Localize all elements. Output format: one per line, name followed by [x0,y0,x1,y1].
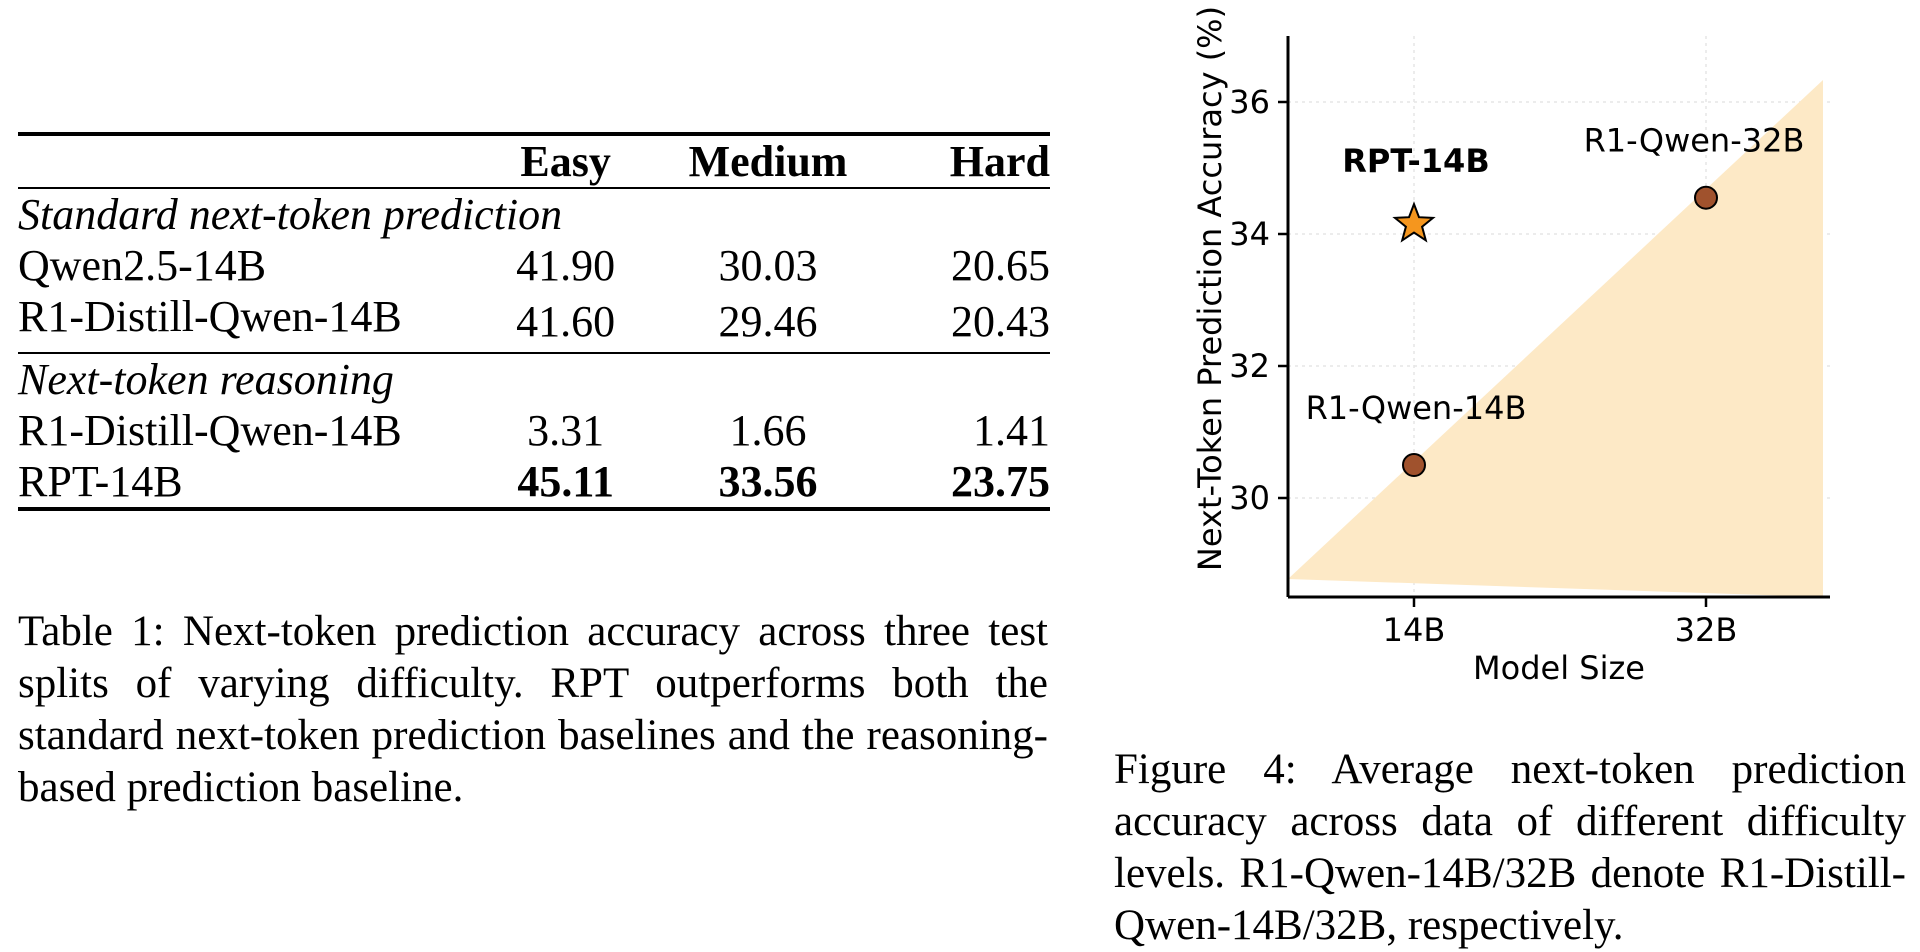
x-tick-label: 32B [1675,611,1738,649]
header-hard: Hard [949,137,1050,186]
cell-medium: 33.56 [718,457,818,507]
points-layer: RPT-14B R1-Qwen-14B R1-Qwen-32B [1306,122,1805,477]
cell-easy: 45.11 [517,457,614,507]
y-tick-label: 34 [1229,215,1270,253]
x-tick-label: 14B [1383,611,1446,649]
section-row-reasoning: Next-token reasoning [18,353,1050,405]
data-point-label: R1-Qwen-32B [1584,122,1805,160]
accuracy-scatter-chart: 30 32 34 36 14B 32B RPT-14B R1-Qwen-14B R1-Qwe… [1191,6,1830,687]
x-ticks: 14B 32B [1383,597,1738,649]
data-point-circle [1402,453,1426,477]
cell-easy: 41.60 [516,297,616,347]
cell-hard: 1.41 [973,406,1050,456]
y-ticks: 30 32 34 36 [1229,83,1288,517]
y-tick-label: 36 [1229,83,1270,121]
header-easy: Easy [520,137,611,186]
cell-easy: 3.31 [527,406,605,456]
cell-medium: 30.03 [718,241,818,291]
table-row: Qwen2.5-14B 41.90 30.03 20.65 [18,240,1050,291]
cell-model: R1-Distill-Qwen-14B [18,406,402,456]
table-header-row: Easy Medium Hard [18,134,1050,189]
section-title-reasoning: Next-token reasoning [18,355,394,405]
y-axis-label: Next-Token Prediction Accuracy (%) [1191,6,1229,571]
cell-model: Qwen2.5-14B [18,241,267,291]
table-row: R1-Distill-Qwen-14B 41.60 29.46 20.43 [18,291,1050,353]
section-row-standard: Standard next-token prediction [18,188,1050,240]
cell-hard: 20.65 [951,241,1050,291]
x-axis-label: Model Size [1473,649,1645,687]
cell-model: R1-Distill-Qwen-14B [18,292,402,342]
y-tick-label: 32 [1229,347,1270,385]
table-row: RPT-14B 45.11 33.56 23.75 [18,456,1050,510]
data-point-circle [1694,185,1718,210]
results-table-block: Easy Medium Hard Standard next-token pre… [18,132,1050,511]
cell-medium: 29.46 [718,297,818,347]
cell-easy: 41.90 [516,241,616,291]
figure-caption: Figure 4: Average next-token prediction … [1114,746,1906,949]
data-point-label: RPT-14B [1342,142,1489,180]
cell-medium: 1.66 [729,406,807,456]
results-table: Easy Medium Hard Standard next-token pre… [18,132,1050,511]
header-medium: Medium [688,137,848,186]
cell-model: RPT-14B [18,457,183,507]
cell-hard: 20.43 [951,297,1050,347]
cell-hard: 23.75 [951,457,1050,507]
table-row: R1-Distill-Qwen-14B 3.31 1.66 1.41 [18,405,1050,456]
data-point-label: R1-Qwen-14B [1306,389,1527,427]
section-title-standard: Standard next-token prediction [18,190,563,240]
chart-axes [1286,36,1830,599]
data-point-star [1392,201,1436,243]
header-model [18,134,488,188]
table-caption: Table 1: Next-token prediction accuracy … [18,608,1048,811]
y-tick-label: 30 [1229,479,1270,517]
